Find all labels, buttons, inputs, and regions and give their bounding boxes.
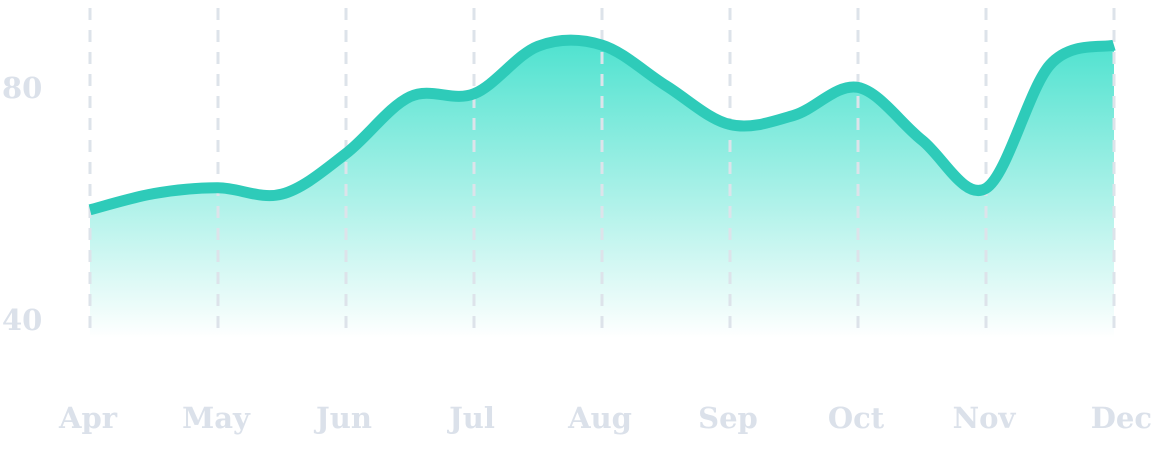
x-tick-label: Nov xyxy=(953,401,1017,435)
vertical-grid xyxy=(88,8,1116,338)
y-tick-label: 40 xyxy=(2,303,42,337)
x-tick-label: Jul xyxy=(446,401,495,435)
x-axis-ticks: Apr May Jun Jul Aug Sep Oct Nov Dec xyxy=(58,401,1152,435)
x-tick-label: Oct xyxy=(828,401,885,435)
x-tick-label: Jun xyxy=(313,401,372,435)
x-tick-label: Dec xyxy=(1091,401,1152,435)
y-tick-label: 80 xyxy=(2,71,42,105)
series-line-layer xyxy=(88,34,1116,216)
x-tick-label: May xyxy=(182,401,251,435)
y-axis-ticks: 40 80 xyxy=(2,71,42,337)
series-line xyxy=(88,34,1116,216)
x-tick-label: Aug xyxy=(567,401,632,435)
x-tick-label: Apr xyxy=(58,401,118,435)
x-tick-label: Sep xyxy=(698,401,758,435)
